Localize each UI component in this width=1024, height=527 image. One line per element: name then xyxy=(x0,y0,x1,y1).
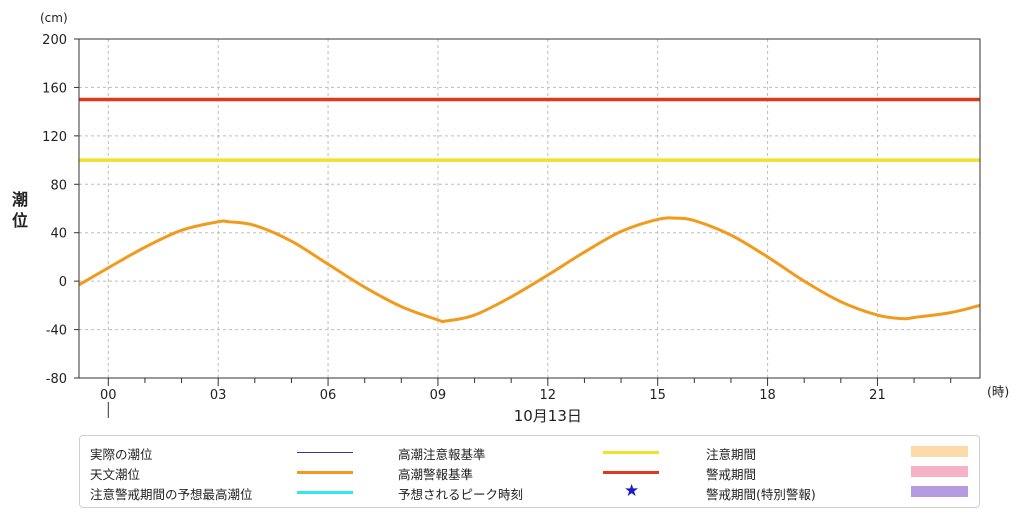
y-tick-label: 80 xyxy=(50,178,67,193)
y-tick-label: 120 xyxy=(42,130,67,145)
star-icon: ★ xyxy=(624,481,640,501)
legend-swatch-special-alert xyxy=(911,486,968,497)
legend-label-astronomical: 天文潮位 xyxy=(90,467,141,482)
y-tick-label: 0 xyxy=(59,275,67,290)
legend-swatch-caution-period xyxy=(911,446,968,457)
x-unit-label: (時) xyxy=(987,384,1009,399)
x-tick-label: 21 xyxy=(869,388,886,403)
series-layer xyxy=(78,216,981,324)
x-tick-label: 03 xyxy=(210,388,227,403)
legend-swatch-forecast-max xyxy=(297,491,353,494)
legend-swatch-alert-period xyxy=(911,466,968,477)
axis-layer: 200 160 120 80 40 0 -40 -80 00 03 06 09 12 15 18 21 xyxy=(42,33,952,418)
legend-label-forecast-max: 注意警戒期間の予想最高潮位 xyxy=(90,487,253,502)
y-tick-label: 200 xyxy=(42,33,67,48)
x-tick-label: 06 xyxy=(320,388,337,403)
x-axis-date-label: 10月13日 xyxy=(514,407,582,425)
series-line-astronomical-tide xyxy=(78,216,981,324)
x-tick-label: 18 xyxy=(759,388,776,403)
x-tick-label: 15 xyxy=(649,388,666,403)
y-tick-label: -80 xyxy=(46,372,67,387)
x-tick-label: 00 xyxy=(100,388,117,403)
grid-layer xyxy=(79,39,980,378)
y-axis-title: 潮位 xyxy=(12,190,28,230)
legend-label-alert-period: 警戒期間 xyxy=(706,467,757,482)
legend: 実際の潮位 天文潮位 注意警戒期間の予想最高潮位 高潮注意報基準 高潮警報基準 … xyxy=(79,435,980,508)
legend-swatch-astronomical xyxy=(297,471,353,474)
legend-label-caution-period: 注意期間 xyxy=(706,447,757,462)
y-tick-label: -40 xyxy=(46,324,67,339)
x-tick-label: 12 xyxy=(540,388,557,403)
legend-label-warning: 高潮警報基準 xyxy=(398,467,474,482)
legend-swatch-advisory xyxy=(603,451,659,454)
plot-frame xyxy=(78,38,981,379)
legend-label-advisory: 高潮注意報基準 xyxy=(398,447,486,462)
tide-chart: 200 160 120 80 40 0 -40 -80 00 03 06 09 12 15 18 21 (cm… xyxy=(12,11,1009,425)
legend-label-actual: 実際の潮位 xyxy=(90,447,153,462)
legend-label-special-alert: 警戒期間(特別警報) xyxy=(706,487,816,502)
legend-label-peak-time: 予想されるピーク時刻 xyxy=(398,487,524,502)
reference-lines xyxy=(79,97,980,162)
y-tick-label: 160 xyxy=(42,81,67,96)
legend-swatch-warning xyxy=(603,471,659,474)
y-unit-label: (cm) xyxy=(40,11,68,25)
y-tick-label: 40 xyxy=(50,227,67,242)
legend-swatch-actual xyxy=(297,452,353,453)
x-tick-label: 09 xyxy=(430,388,447,403)
